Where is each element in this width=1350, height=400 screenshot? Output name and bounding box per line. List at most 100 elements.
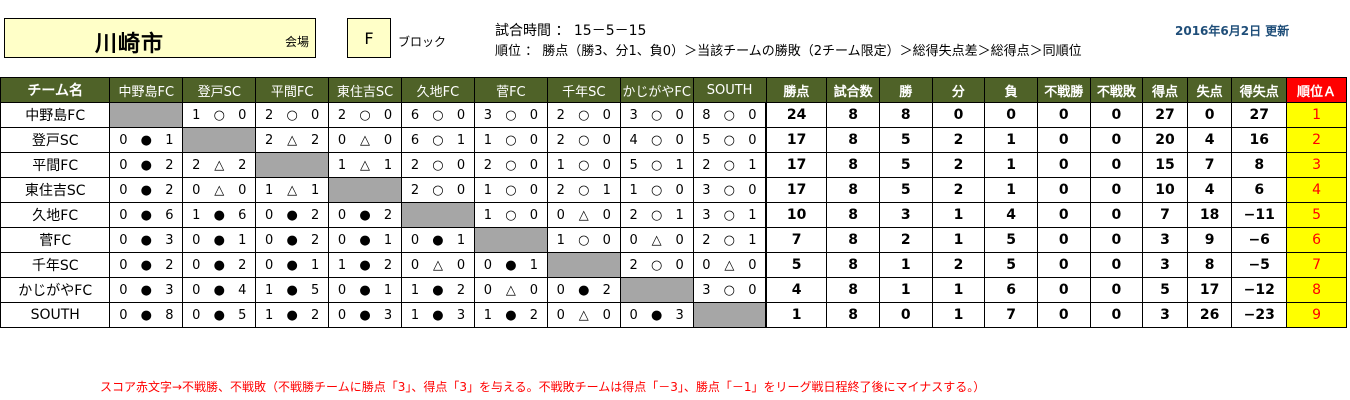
goal-count: 4 xyxy=(238,282,247,298)
stat-value: 24 xyxy=(765,102,828,128)
stat-value: 0 xyxy=(1036,152,1091,178)
match-result: 1 ● 5 xyxy=(255,277,330,303)
goal-count: 0 xyxy=(119,207,128,223)
goal-count: 4 xyxy=(629,132,638,148)
stat-value: 26 xyxy=(1186,302,1233,328)
result-mark: ○ xyxy=(505,157,517,173)
stat-value: 1 xyxy=(984,177,1038,203)
stat-value: 6 xyxy=(1231,177,1288,203)
city-name: 川崎市 xyxy=(95,32,165,57)
opponent-header: 千年SC xyxy=(546,77,621,103)
stat-value: 2 xyxy=(931,127,986,153)
stat-value: 1 xyxy=(931,277,986,303)
goal-count: 0 xyxy=(265,207,274,223)
result-mark: ● xyxy=(213,232,225,248)
stat-value: 7 xyxy=(1186,152,1233,178)
goal-count: 8 xyxy=(165,307,174,323)
opponent-header: SOUTH xyxy=(692,77,767,103)
goal-count: 1 xyxy=(748,207,757,223)
standings-body: 中野島FC 1 ○ 0 2 ○ 0 2 ○ 0 6 ○ 0 3 ○ 0 2 ○ 0 3 ○ 0 8 ○ 0 24 8 8 0 0 0 0 27 0… xyxy=(0,102,1347,328)
rank-value: 7 xyxy=(1286,252,1347,278)
match-time: 試合時間 ： 15－5－15 xyxy=(495,23,647,39)
match-result: 0 ● 2 xyxy=(255,227,330,253)
table-row: 菅FC 0 ● 3 0 ● 1 0 ● 2 0 ● 1 0 ● 1 1 ○ 0 0 △ 0 2 ○ 1 7 8 2 1 5 0 0 3 9 −6 6 xyxy=(0,227,1347,253)
result-mark: ● xyxy=(140,182,152,198)
match-result: 0 ● 2 xyxy=(328,202,402,228)
result-mark: ● xyxy=(359,307,371,323)
team-name: 千年SC xyxy=(0,252,111,278)
result-mark: ● xyxy=(505,307,517,323)
match-result: 0 ● 2 xyxy=(109,177,184,203)
result-mark: △ xyxy=(287,132,298,148)
match-result: 0 △ 0 xyxy=(328,127,402,153)
stat-value: 0 xyxy=(878,302,933,328)
match-result: 2 △ 2 xyxy=(182,152,257,178)
match-result: 8 ○ 0 xyxy=(692,102,767,128)
result-mark: ○ xyxy=(578,132,590,148)
opponent-header: 登戸SC xyxy=(182,77,257,103)
goal-count: 0 xyxy=(629,307,638,323)
match-result: 6 ○ 1 xyxy=(401,127,475,153)
goal-count: 2 xyxy=(311,307,320,323)
stat-header: 得点 xyxy=(1142,77,1188,103)
stat-value: 0 xyxy=(1089,277,1144,303)
match-result: 1 ● 6 xyxy=(182,202,257,228)
result-mark: ○ xyxy=(432,107,444,123)
result-mark: ● xyxy=(213,207,225,223)
stat-value: 7 xyxy=(984,302,1038,328)
goal-count: 1 xyxy=(265,307,274,323)
result-mark: ● xyxy=(432,232,444,248)
standings-table: チーム名 中野島FC 登戸SC 平間FC 東住吉SC 久地FC 菅FC 千年SC かじがやFC S… xyxy=(0,77,1347,328)
goal-count: 0 xyxy=(529,182,538,198)
goal-count: 0 xyxy=(119,232,128,248)
goal-count: 2 xyxy=(702,157,711,173)
result-mark: ● xyxy=(213,257,225,273)
result-mark: ● xyxy=(140,157,152,173)
stat-value: 0 xyxy=(931,102,986,128)
goal-count: 1 xyxy=(556,232,565,248)
goal-count: 5 xyxy=(629,157,638,173)
goal-count: 0 xyxy=(675,232,684,248)
result-mark: ○ xyxy=(651,107,663,123)
goal-count: 1 xyxy=(238,232,247,248)
goal-count: 2 xyxy=(311,207,320,223)
goal-count: 3 xyxy=(383,307,393,323)
match-result: 1 △ 1 xyxy=(328,152,402,178)
goal-count: 0 xyxy=(602,132,611,148)
goal-count: 0 xyxy=(702,257,711,273)
goal-count: 0 xyxy=(675,182,684,198)
stat-header: 失点 xyxy=(1186,77,1233,103)
result-mark: △ xyxy=(724,257,735,273)
goal-count: 0 xyxy=(410,257,420,273)
result-mark: ○ xyxy=(651,157,663,173)
goal-count: 0 xyxy=(119,132,128,148)
match-result: 0 ● 2 xyxy=(255,202,330,228)
venue-label: 会場 xyxy=(285,35,310,49)
stat-header: 不戦勝 xyxy=(1036,77,1091,103)
stat-value: 5 xyxy=(878,127,933,153)
match-result: 0 ● 1 xyxy=(328,277,402,303)
result-mark: ● xyxy=(359,232,371,248)
result-mark: ○ xyxy=(651,132,663,148)
match-result: 0 ● 3 xyxy=(109,227,184,253)
self-match-cell xyxy=(692,302,767,328)
match-result: 1 ○ 0 xyxy=(182,102,257,128)
goal-count: 8 xyxy=(702,107,711,123)
stat-header: 勝 xyxy=(878,77,933,103)
result-mark: ● xyxy=(140,257,152,273)
result-mark: ○ xyxy=(213,107,225,123)
stat-value: 8 xyxy=(826,152,880,178)
updated-date: 2016年6月2日 更新 xyxy=(1175,24,1290,38)
rank-value: 9 xyxy=(1286,302,1347,328)
stat-value: 8 xyxy=(878,102,933,128)
result-mark: △ xyxy=(578,207,589,223)
goal-count: 3 xyxy=(702,207,711,223)
stat-header: 得失点 xyxy=(1231,77,1288,103)
goal-count: 2 xyxy=(456,282,466,298)
rank-value: 1 xyxy=(1286,102,1347,128)
stat-value: 1 xyxy=(878,277,933,303)
goal-count: 0 xyxy=(311,107,320,123)
goal-count: 3 xyxy=(675,307,684,323)
goal-count: 0 xyxy=(675,257,684,273)
goal-count: 1 xyxy=(483,132,492,148)
